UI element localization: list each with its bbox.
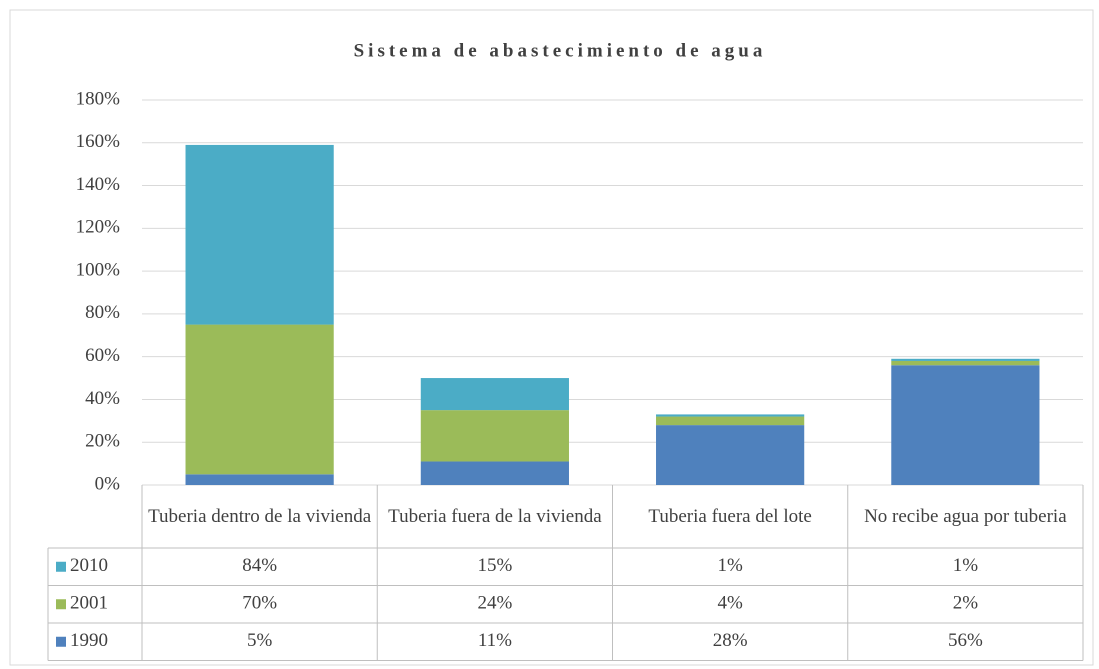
y-tick-label: 40% (85, 388, 120, 409)
y-tick-label: 120% (76, 217, 121, 238)
y-tick-label: 160% (76, 131, 121, 152)
bar-segment (185, 144, 334, 325)
table-value: 2% (953, 593, 979, 614)
y-tick-label: 140% (76, 174, 121, 195)
bar-segment (420, 461, 569, 485)
legend-label: 1990 (70, 630, 108, 651)
table-value: 1% (953, 555, 979, 576)
bar-segment (656, 425, 805, 485)
y-tick-label: 180% (76, 88, 121, 109)
bar-segment (656, 414, 805, 417)
chart-title: Sistema de abastecimiento de agua (354, 40, 767, 61)
bar-segment (891, 358, 1040, 361)
x-tick-label: No recibe agua por tuberia (864, 505, 1067, 527)
bar-segment (891, 365, 1040, 485)
legend-key (56, 599, 66, 610)
y-tick-label: 0% (95, 473, 121, 494)
table-value: 28% (713, 630, 748, 651)
table-value: 4% (717, 593, 743, 614)
bar-segment (420, 410, 569, 462)
bar-segment (891, 360, 1040, 366)
category-cell: Tuberia fuera del lote (648, 505, 812, 527)
category-cell: Tuberia dentro de la vivienda (148, 505, 372, 527)
table-value: 11% (478, 630, 512, 651)
bar-segment (185, 324, 334, 475)
bar-segment (656, 416, 805, 426)
legend-key (56, 561, 66, 572)
x-tick-label: Tuberia fuera de la vivienda (388, 505, 602, 527)
x-tick-label: Tuberia fuera del lote (648, 505, 812, 527)
legend-label: 2010 (70, 555, 108, 576)
table-value: 84% (242, 555, 277, 576)
table-value: 70% (242, 593, 277, 614)
table-value: 5% (247, 630, 273, 651)
table-value: 56% (948, 630, 983, 651)
y-tick-label: 80% (85, 302, 120, 323)
table-value: 15% (477, 555, 512, 576)
y-tick-label: 60% (85, 345, 120, 366)
table-value: 1% (717, 555, 743, 576)
legend-key (56, 636, 66, 647)
category-cell: Tuberia fuera de la vivienda (388, 505, 602, 527)
chart-border (9, 9, 1094, 666)
bar-segment (420, 378, 569, 411)
x-tick-label: Tuberia dentro de la vivienda (148, 505, 372, 527)
legend-label: 2001 (70, 593, 108, 614)
y-tick-label: 100% (76, 259, 121, 280)
bar-segment (185, 474, 334, 485)
category-cell: No recibe agua por tuberia (864, 505, 1067, 527)
y-tick-label: 20% (85, 431, 120, 452)
table-value: 24% (477, 593, 512, 614)
